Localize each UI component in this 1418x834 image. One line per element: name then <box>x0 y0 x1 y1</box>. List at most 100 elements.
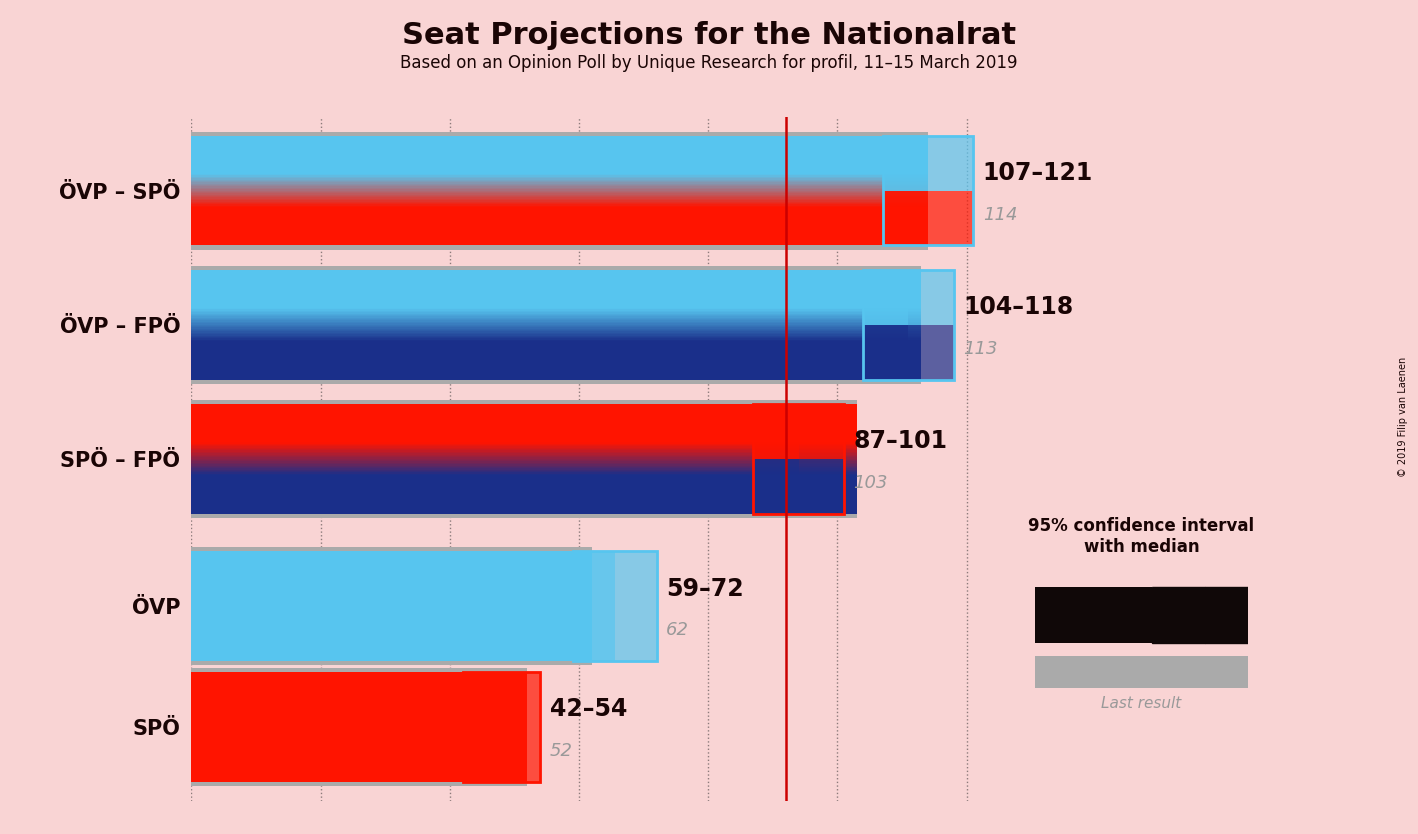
Bar <box>882 136 927 190</box>
Bar <box>191 318 922 319</box>
Bar <box>191 284 922 286</box>
Bar <box>191 668 527 786</box>
Bar <box>191 299 922 300</box>
Bar <box>614 551 657 661</box>
Bar <box>191 551 591 661</box>
Bar <box>191 672 527 781</box>
Bar <box>191 492 856 493</box>
Bar <box>191 486 856 488</box>
Bar <box>191 301 922 303</box>
Bar <box>191 364 922 366</box>
Bar <box>191 143 927 145</box>
Bar <box>191 282 922 284</box>
Bar <box>191 352 922 354</box>
Bar <box>191 204 927 206</box>
Bar <box>864 269 909 324</box>
Bar <box>191 441 856 442</box>
Bar <box>191 183 927 185</box>
Bar <box>191 303 922 304</box>
Bar <box>191 344 922 345</box>
Text: 114: 114 <box>983 206 1017 224</box>
Bar <box>191 315 922 316</box>
Bar <box>191 192 927 193</box>
Bar <box>191 164 927 166</box>
Bar <box>191 203 927 204</box>
Bar <box>191 369 922 370</box>
Bar <box>191 362 922 363</box>
Bar <box>191 137 927 138</box>
Bar <box>191 433 856 434</box>
Bar <box>191 335 922 337</box>
Bar <box>191 482 856 484</box>
Bar <box>191 181 927 183</box>
Bar <box>573 551 657 661</box>
Bar <box>191 419 856 420</box>
Bar <box>191 366 922 367</box>
Text: 59–72: 59–72 <box>666 577 744 600</box>
Bar <box>191 354 922 356</box>
Bar <box>191 330 922 331</box>
Bar <box>191 452 856 453</box>
Bar <box>191 292 922 293</box>
Bar <box>1035 587 1151 643</box>
Bar <box>191 202 927 203</box>
Bar <box>191 296 922 297</box>
Bar <box>191 138 927 139</box>
Bar <box>191 349 922 351</box>
Text: 107–121: 107–121 <box>983 161 1093 185</box>
Bar <box>191 152 927 153</box>
Bar <box>191 490 856 492</box>
Bar <box>191 472 856 474</box>
Bar <box>191 326 922 328</box>
Bar <box>191 359 922 360</box>
Bar <box>191 437 856 438</box>
Bar <box>191 289 922 290</box>
Bar <box>191 274 922 275</box>
Bar <box>191 151 927 152</box>
Bar <box>753 404 844 514</box>
Bar <box>191 374 922 375</box>
Bar <box>191 240 927 241</box>
Bar <box>191 453 856 455</box>
Bar <box>191 493 856 495</box>
Bar <box>191 194 927 196</box>
Bar <box>191 320 922 322</box>
Bar <box>191 139 927 141</box>
Bar <box>191 188 927 189</box>
Bar <box>502 672 540 781</box>
Bar <box>191 461 856 463</box>
Bar <box>191 408 856 409</box>
Bar <box>191 507 856 508</box>
Bar <box>191 438 856 440</box>
Bar <box>191 168 927 170</box>
Bar <box>191 467 856 469</box>
Bar <box>191 455 856 456</box>
Bar <box>191 175 927 177</box>
Bar <box>753 404 798 459</box>
Text: 95% confidence interval
with median: 95% confidence interval with median <box>1028 517 1255 556</box>
Bar <box>191 337 922 339</box>
Text: 42–54: 42–54 <box>550 697 627 721</box>
Bar <box>191 418 856 419</box>
Bar <box>191 511 856 512</box>
Bar <box>191 345 922 347</box>
Bar <box>191 186 927 188</box>
Bar <box>191 480 856 482</box>
Bar <box>191 412 856 414</box>
Bar <box>191 399 856 518</box>
Bar <box>191 505 856 507</box>
Bar <box>191 177 927 178</box>
Bar <box>191 465 856 467</box>
Bar <box>191 288 922 289</box>
Bar <box>191 499 856 500</box>
Bar <box>191 214 927 215</box>
Bar <box>191 341 922 343</box>
Bar <box>191 324 922 326</box>
Bar <box>191 456 856 457</box>
Bar <box>191 489 856 490</box>
Bar <box>191 155 927 156</box>
Bar <box>191 371 922 373</box>
Bar <box>191 185 927 186</box>
Bar <box>191 156 927 158</box>
Bar <box>1151 587 1205 643</box>
